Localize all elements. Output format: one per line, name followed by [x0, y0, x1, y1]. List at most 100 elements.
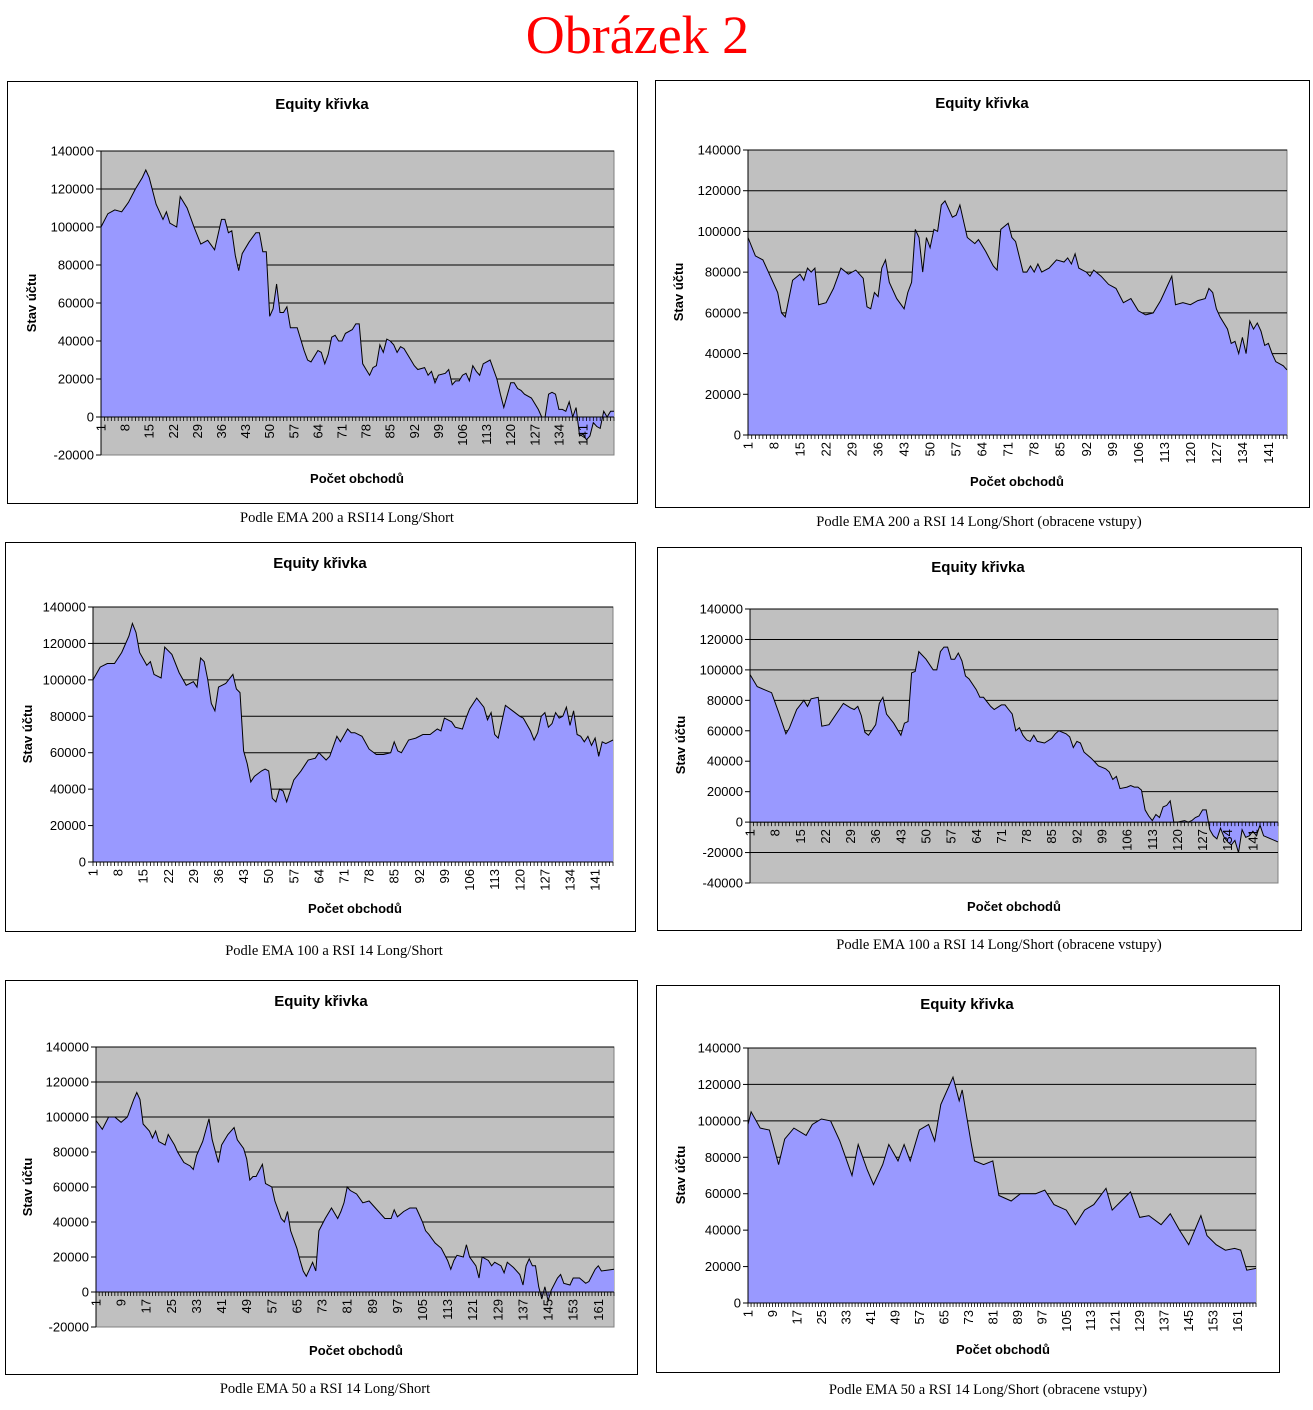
- x-tick-label: 120: [512, 869, 527, 891]
- x-tick-label: 57: [912, 1310, 927, 1324]
- equity-line: [747, 199, 1288, 371]
- x-tick-label: 85: [1044, 829, 1059, 843]
- y-tick-label: 120000: [698, 1077, 741, 1092]
- x-tick-label: 64: [969, 829, 984, 843]
- x-tick-label: 99: [1105, 442, 1120, 456]
- equity-chart: 0 20000 40000 60000 80000 100000 120000 140000 1…: [20, 555, 614, 916]
- x-tick-label: 22: [166, 424, 181, 438]
- y-tick-label: 60000: [707, 723, 743, 738]
- x-tick-label: 78: [362, 869, 377, 883]
- equity-area: [101, 170, 614, 440]
- x-tick-label: 120: [1170, 829, 1185, 851]
- x-tick-label: 71: [337, 869, 352, 883]
- x-tick-label: 25: [164, 1299, 179, 1313]
- x-axis-title: Počet obchodů: [309, 1343, 403, 1358]
- x-tick-label: 49: [239, 1299, 254, 1313]
- equity-area: [750, 647, 1278, 853]
- x-axis-title: Počet obchodů: [308, 901, 402, 916]
- x-tick-label: 43: [893, 829, 908, 843]
- x-tick-label: 22: [818, 829, 833, 843]
- x-tick-label: 64: [311, 869, 326, 883]
- x-tick-label: 43: [897, 442, 912, 456]
- y-tick-label: 40000: [58, 334, 94, 349]
- x-tick-label: 120: [503, 424, 518, 446]
- x-tick-label: 8: [111, 869, 126, 876]
- y-tick-label: -20000: [49, 1320, 89, 1335]
- x-tick-label: 161: [591, 1299, 606, 1321]
- x-tick-label: 36: [871, 442, 886, 456]
- x-tick-label: 17: [139, 1299, 154, 1313]
- equity-chart: 0 20000 40000 60000 80000 100000 120000 140000 1…: [673, 996, 1257, 1357]
- x-tick-label: 78: [1027, 442, 1042, 456]
- x-tick-label: 29: [845, 442, 860, 456]
- x-tick-label: 71: [335, 424, 350, 438]
- y-tick-label: 140000: [43, 600, 86, 615]
- equity-line: [92, 621, 614, 804]
- x-tick-label: 161: [1230, 1310, 1245, 1332]
- x-tick-label: 78: [1019, 829, 1034, 843]
- x-tick-label: 43: [238, 424, 253, 438]
- x-tick-label: 50: [919, 829, 934, 843]
- x-tick-label: 41: [214, 1299, 229, 1313]
- y-tick-label: 20000: [53, 1250, 89, 1265]
- chart-title: Equity křivka: [920, 996, 1014, 1013]
- x-tick-label: 113: [487, 869, 502, 890]
- x-tick-label: 106: [1120, 829, 1135, 851]
- x-tick-label: 141: [1261, 442, 1276, 464]
- x-tick-label: 57: [264, 1299, 279, 1313]
- x-tick-label: 22: [161, 869, 176, 883]
- x-tick-label: 29: [843, 829, 858, 843]
- equity-chart: -20000 0 20000 40000 60000 80000 100000 120000 1…: [24, 96, 615, 486]
- x-tick-label: 64: [975, 442, 990, 456]
- y-tick-label: 120000: [43, 636, 86, 651]
- x-tick-label: 113: [479, 424, 494, 445]
- y-tick-label: -20000: [54, 448, 94, 463]
- x-tick-label: 15: [793, 829, 808, 843]
- chart-caption: Podle EMA 100 a RSI 14 Long/Short: [225, 943, 443, 959]
- x-tick-label: 127: [1195, 829, 1210, 851]
- x-tick-label: 9: [765, 1310, 780, 1317]
- x-tick-label: 15: [793, 442, 808, 456]
- y-tick-label: 80000: [705, 1150, 741, 1165]
- chart-title: Equity křivka: [274, 993, 368, 1010]
- x-tick-label: 36: [211, 869, 226, 883]
- equity-chart: 0 20000 40000 60000 80000 100000 120000 140000 1…: [671, 95, 1288, 489]
- x-axis-title: Počet obchodů: [967, 899, 1061, 914]
- x-tick-label: 43: [236, 869, 251, 883]
- x-tick-label: 105: [415, 1299, 430, 1321]
- x-tick-label: 99: [431, 424, 446, 438]
- y-tick-label: 140000: [46, 1040, 89, 1055]
- y-tick-label: 40000: [705, 1223, 741, 1238]
- x-tick-label: 85: [387, 869, 402, 883]
- x-tick-label: 65: [289, 1299, 304, 1313]
- y-tick-label: 120000: [700, 632, 743, 647]
- x-tick-label: 73: [315, 1299, 330, 1313]
- y-tick-label: 60000: [58, 296, 94, 311]
- x-tick-label: 81: [985, 1310, 1000, 1324]
- x-axis-title: Počet obchodů: [956, 1342, 1050, 1357]
- y-tick-label: 20000: [50, 818, 86, 833]
- x-tick-label: 85: [383, 424, 398, 438]
- y-tick-label: 80000: [705, 265, 741, 280]
- y-tick-label: 100000: [700, 662, 743, 677]
- x-tick-label: 120: [1183, 442, 1198, 464]
- x-tick-label: 113: [440, 1299, 455, 1320]
- x-axis-title: Počet obchodů: [310, 471, 404, 486]
- equity-chart: -20000 0 20000 40000 60000 80000 100000 120000 1…: [20, 993, 615, 1358]
- y-tick-label: 20000: [58, 372, 94, 387]
- equity-line: [749, 646, 1279, 853]
- equity-area: [96, 1092, 614, 1301]
- equity-area: [748, 1077, 1256, 1303]
- y-axis-title: Stav účtu: [20, 705, 35, 764]
- x-tick-label: 1: [86, 869, 101, 876]
- x-tick-label: 25: [814, 1310, 829, 1324]
- x-tick-label: 134: [562, 869, 577, 891]
- y-tick-label: 60000: [705, 1186, 741, 1201]
- y-tick-label: 80000: [58, 258, 94, 273]
- x-tick-label: 92: [1069, 829, 1084, 843]
- x-tick-label: 1: [89, 1299, 104, 1306]
- x-tick-label: 121: [1108, 1310, 1123, 1332]
- y-tick-label: 20000: [707, 784, 743, 799]
- x-tick-label: 1: [743, 829, 758, 836]
